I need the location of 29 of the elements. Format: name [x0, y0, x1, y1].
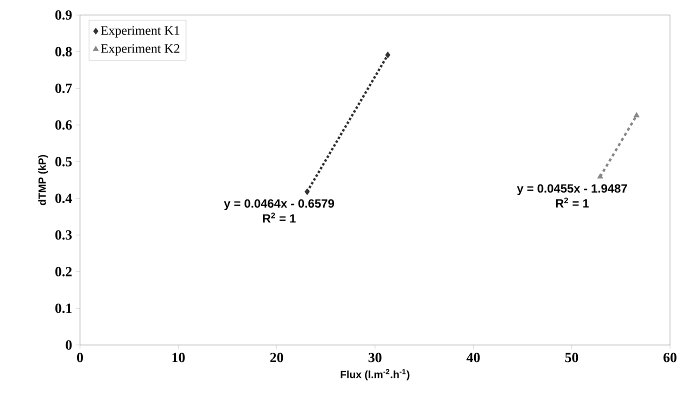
annotation: y = 0.0464x - 0.6579 [224, 199, 334, 210]
y-axis-title: dTMP (kP) [38, 154, 48, 206]
annotation: y = 0.0455x - 1.9487 [516, 184, 627, 196]
y-tick-label: 0.2 [55, 266, 72, 276]
x-tick-label: 20 [270, 352, 284, 362]
x-tick-label: 10 [172, 352, 185, 362]
legend-label: Experiment K1 [100, 26, 180, 38]
x-tick-label: 60 [664, 352, 676, 362]
y-tick-label: 0.1 [55, 304, 72, 314]
y-tick-label: 0.3 [55, 230, 72, 240]
y-tick-label: 0.5 [55, 156, 72, 166]
y-tick-label: 0.8 [55, 46, 72, 56]
x-tick-label: 0 [77, 352, 83, 362]
legend-label: Experiment K2 [100, 44, 180, 56]
annotation: R$^{2}$ = 1 [263, 212, 296, 223]
annotation: R$^{2}$ = 1 [556, 198, 589, 208]
x-tick-label: 50 [565, 352, 578, 362]
y-tick-label: 0.4 [55, 194, 72, 204]
point [304, 188, 310, 196]
y-tick-label: 0.6 [55, 120, 72, 130]
point [385, 52, 390, 58]
y-tick-label: 0.7 [55, 84, 72, 94]
y-tick-label: 0 [66, 340, 72, 350]
x-tick-label: 40 [466, 352, 480, 362]
y-tick-label: 0.9 [55, 10, 72, 20]
point [597, 173, 604, 178]
point [634, 112, 640, 118]
x-tick-label: 30 [368, 352, 382, 362]
x-axis-title: Flux (l.m$^{-2}$.h$^{-1}$) [340, 369, 410, 380]
